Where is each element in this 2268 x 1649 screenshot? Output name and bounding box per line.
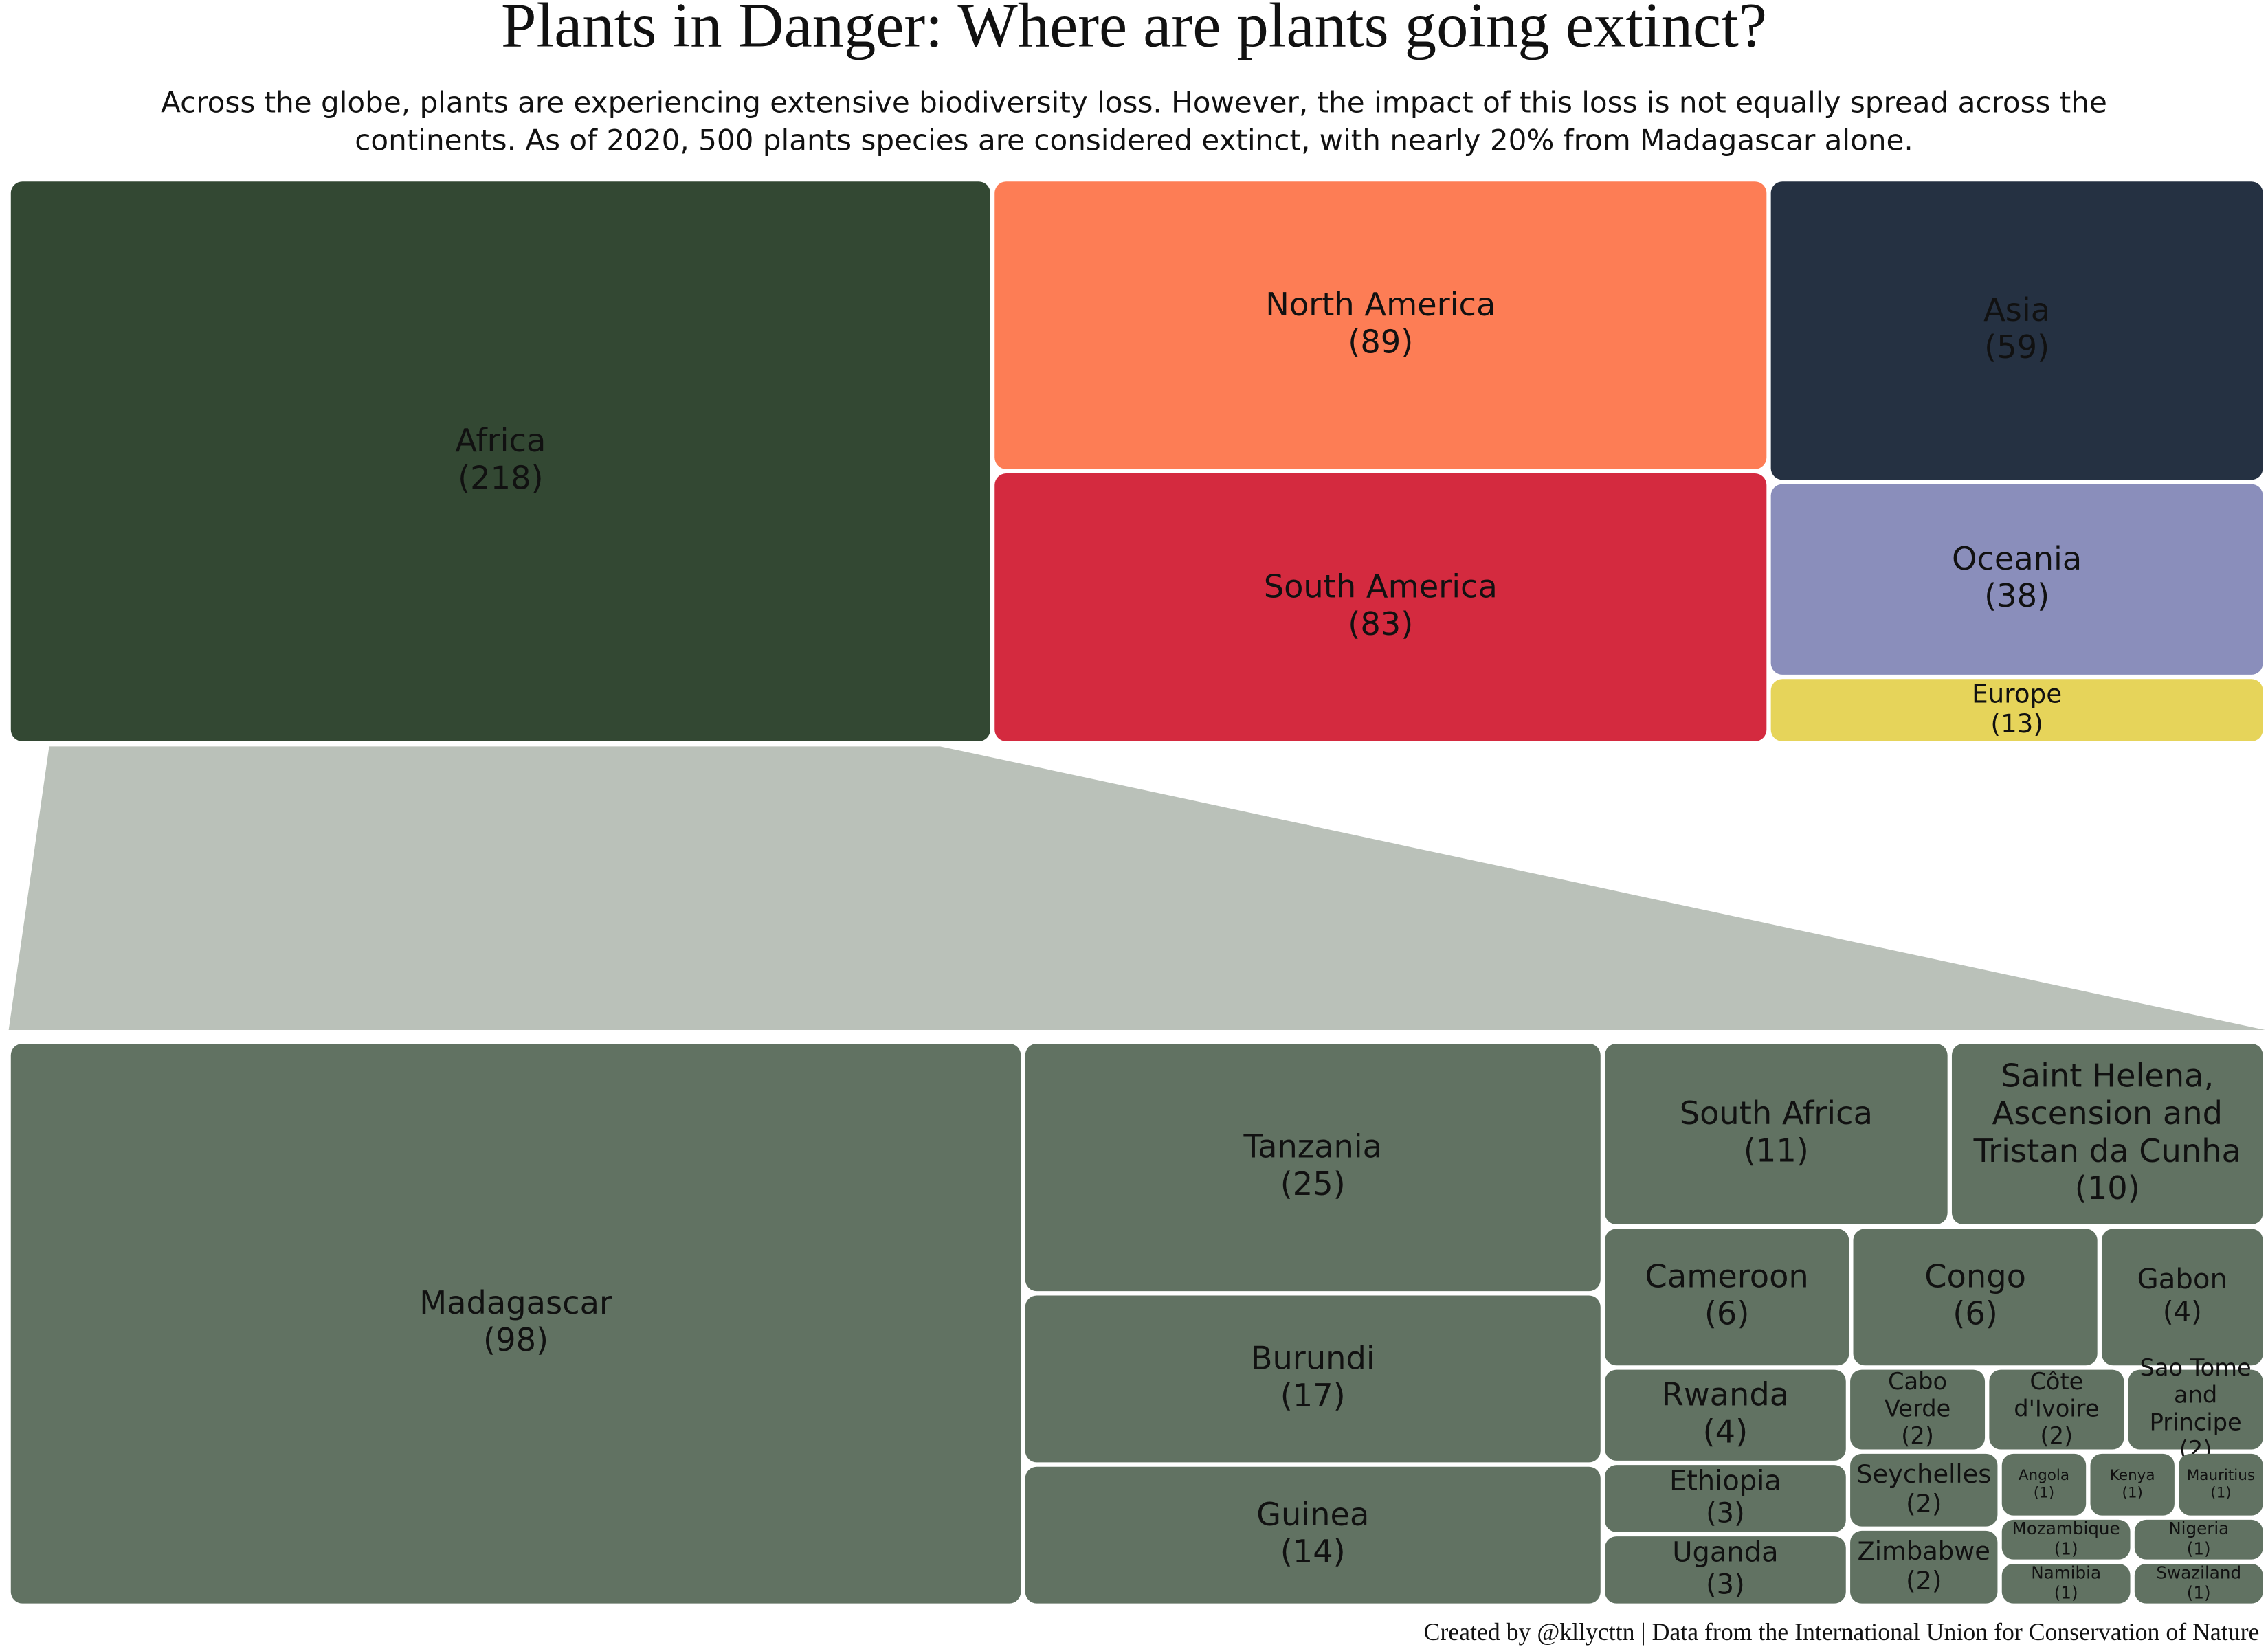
tile-value-label: (17) (1280, 1377, 1346, 1414)
treemap-tile (1025, 1466, 1601, 1604)
tile-label: Burundi (1251, 1339, 1375, 1376)
tile-value-label: (4) (1703, 1413, 1748, 1450)
tile-label: Nigeria (2168, 1518, 2229, 1538)
treemap-tile (994, 181, 1767, 469)
tile-value-label: (2) (1906, 1489, 1942, 1518)
tile-label: South Africa (1680, 1095, 1873, 1132)
tile-label: Saint Helena, Ascension and Tristan da Cun… (1973, 1057, 2241, 1169)
tile-value-label: (11) (1744, 1132, 1809, 1169)
tile-value-label: (3) (1706, 1498, 1745, 1529)
tile-value-label: (218) (458, 459, 543, 496)
tile-label: Zimbabwe (1858, 1536, 1990, 1566)
tile-value-label: (83) (1348, 605, 1413, 642)
tile-label: Asia (1983, 291, 2050, 328)
treemap-tile (1025, 1043, 1601, 1292)
zoom-connector (8, 746, 2265, 1030)
tile-value-label: (1) (2034, 1484, 2054, 1501)
tile-value-label: (6) (1704, 1295, 1750, 1332)
tile-label: Guinea (1256, 1495, 1369, 1532)
tile-value-label: (2) (1906, 1566, 1942, 1595)
tile-value-label: (1) (2210, 1484, 2231, 1501)
tile-value-label: (89) (1348, 323, 1413, 360)
tile-label: Angola (2019, 1467, 2069, 1484)
tile-label: Tanzania (1243, 1128, 1382, 1165)
tile-value-label: (1) (2187, 1538, 2211, 1558)
treemap-tile (1770, 181, 2263, 480)
treemap-tile (2128, 1369, 2263, 1450)
tile-value-label: (13) (1990, 708, 2043, 739)
tile-value-label: (1) (2122, 1484, 2142, 1501)
treemap-tile (1850, 1530, 1998, 1604)
tile-value-label: (98) (483, 1321, 548, 1358)
tile-value-label: (10) (2075, 1169, 2140, 1207)
tile-label: Cameroon (1645, 1257, 1809, 1294)
treemap-tile (1605, 1043, 1948, 1225)
tile-label: South America (1264, 568, 1498, 605)
treemap-tile (2101, 1229, 2263, 1366)
tile-label: Mozambique (2012, 1518, 2120, 1538)
tile-value-label: (1) (2054, 1538, 2078, 1558)
treemap-tile (1853, 1229, 2098, 1366)
treemap-tile (2001, 1519, 2131, 1560)
tile-label: Sao Tome and Principe (2140, 1354, 2252, 1435)
treemap-tile (2134, 1563, 2263, 1604)
tile-value-label: (6) (1953, 1295, 1998, 1332)
tile-label: Cabo Verde (1885, 1367, 1950, 1422)
tile-value-label: (3) (1706, 1569, 1745, 1600)
tile-label: Namibia (2031, 1562, 2101, 1582)
tile-label: Rwanda (1662, 1376, 1789, 1413)
treemap-tile (2001, 1563, 2131, 1604)
treemap-tile (1605, 1465, 1846, 1532)
treemap-tile (1605, 1369, 1846, 1461)
tile-label: Ethiopia (1669, 1465, 1781, 1496)
tile-label: Africa (455, 422, 546, 459)
tile-value-label: (38) (1984, 577, 2049, 614)
treemap-tile (1025, 1295, 1601, 1463)
treemap-tile (1770, 679, 2263, 741)
tile-label: Kenya (2110, 1467, 2155, 1484)
tile-label: Côte d'Ivoire (2014, 1367, 2099, 1422)
tile-label: Seychelles (1856, 1459, 1991, 1489)
caption: Created by @kllycttn | Data from the Int… (1424, 1618, 2260, 1646)
tile-value-label: (25) (1280, 1165, 1346, 1202)
treemap-tile (1605, 1229, 1849, 1366)
tile-value-label: (59) (1984, 328, 2049, 366)
treemap-tile (10, 181, 990, 741)
tile-value-label: (2) (2041, 1422, 2074, 1449)
tile-label: Gabon (2137, 1264, 2227, 1295)
tile-label: Uganda (1672, 1536, 1778, 1568)
treemap-tile (994, 473, 1767, 741)
treemap-tile (1605, 1536, 1846, 1604)
tile-value-label: (1) (2054, 1582, 2078, 1602)
treemap-tile (1770, 484, 2263, 675)
tile-label: North America (1265, 286, 1496, 323)
treemap-tile (1850, 1369, 1986, 1450)
tile-label: Oceania (1952, 539, 2082, 576)
tile-value-label: (14) (1280, 1533, 1346, 1570)
tile-label: Mauritius (2187, 1467, 2255, 1484)
tile-value-label: (2) (1901, 1422, 1934, 1449)
tile-label: Congo (1924, 1257, 2026, 1294)
treemap-tile (1989, 1369, 2124, 1450)
treemap-tile (10, 1043, 1021, 1604)
treemap-tile (2134, 1519, 2263, 1560)
tile-value-label: (4) (2163, 1297, 2202, 1328)
treemap-tile (2090, 1453, 2175, 1516)
treemap-tile (1951, 1043, 2263, 1225)
tile-label: Europe (1972, 678, 2062, 708)
tile-label: Swaziland (2156, 1562, 2241, 1582)
treemap-tile (2179, 1453, 2263, 1516)
chart-title: Plants in Danger: Where are plants going… (501, 0, 1767, 61)
treemap-tile (1850, 1453, 1998, 1527)
tile-value-label: (1) (2187, 1582, 2211, 1602)
tile-label: Madagascar (419, 1283, 613, 1321)
chart-subtitle: Across the globe, plants are experiencin… (161, 85, 2107, 157)
treemap-tile (2001, 1453, 2087, 1516)
